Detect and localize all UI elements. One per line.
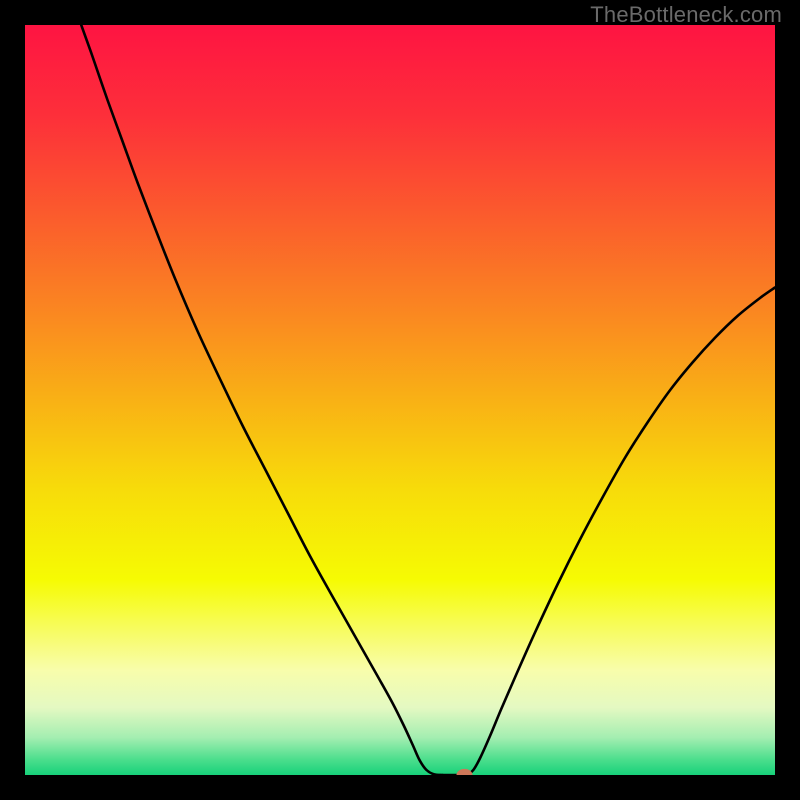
bottleneck-chart	[0, 0, 800, 800]
chart-container: TheBottleneck.com	[0, 0, 800, 800]
watermark-text: TheBottleneck.com	[590, 2, 782, 28]
